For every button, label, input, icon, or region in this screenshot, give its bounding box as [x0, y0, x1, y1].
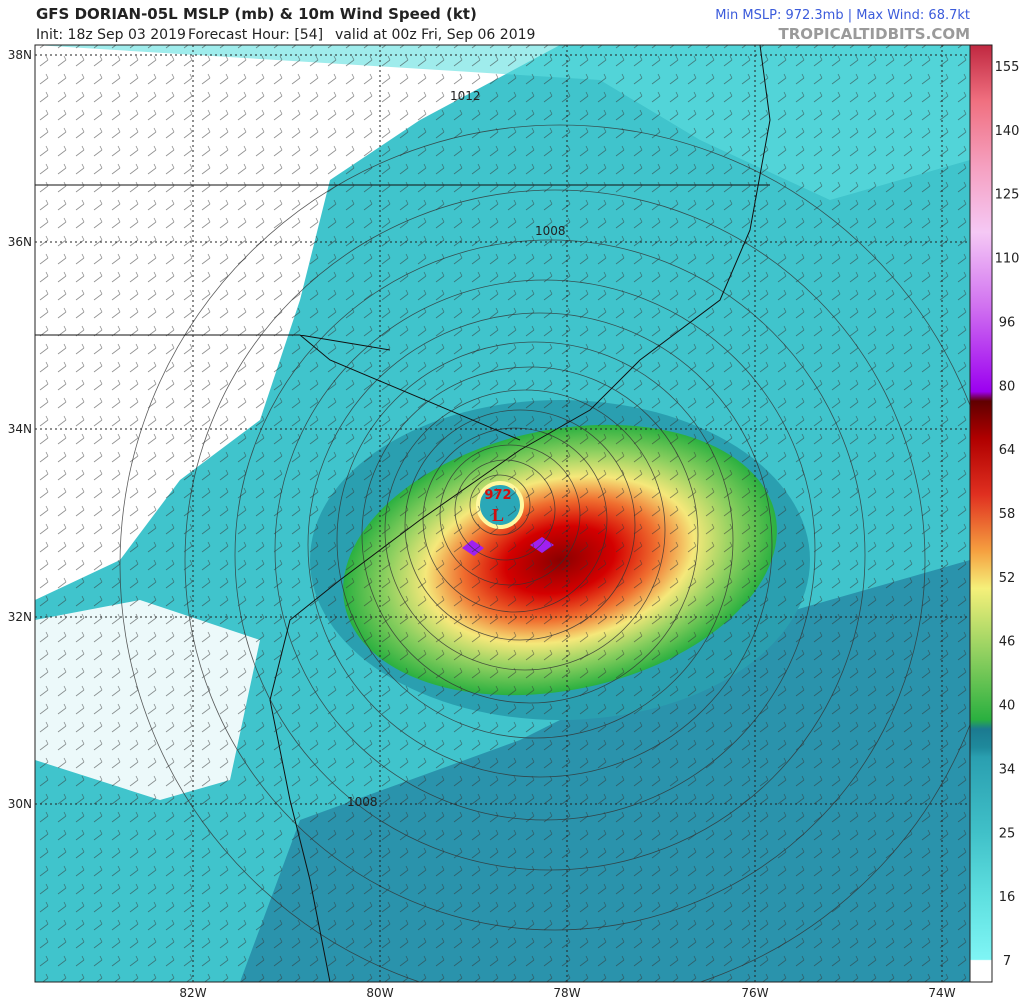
lon-label: 78W — [553, 986, 580, 1000]
lat-label: 34N — [8, 422, 32, 436]
low-pressure-value: 972 — [484, 488, 511, 503]
lon-label: 76W — [741, 986, 768, 1000]
valid-time: valid at 00z Fri, Sep 06 2019 — [335, 27, 535, 43]
colorbar-tick-label: 125 — [995, 188, 1020, 203]
storm-stats: Min MSLP: 972.3mb | Max Wind: 68.7kt — [715, 8, 970, 23]
colorbar-tick-label: 52 — [999, 571, 1016, 586]
colorbar-tick-label: 7 — [1003, 954, 1011, 969]
init-time: Init: 18z Sep 03 2019 — [36, 27, 186, 43]
colorbar-ticks: 155 140 125 110 96 80 64 58 52 46 40 34 25 16 7 — [995, 60, 1020, 969]
colorbar-tick-label: 58 — [999, 507, 1016, 522]
graticule — [35, 45, 970, 982]
colorbar-tick-label: 140 — [995, 124, 1020, 139]
isobar-label: 1008 — [535, 224, 566, 238]
wind-barbs — [35, 45, 970, 982]
lat-label: 32N — [8, 610, 32, 624]
lat-labels: 38N 36N 34N 32N 30N — [8, 48, 32, 811]
colorbar-tick-label: 64 — [999, 443, 1016, 458]
lat-label: 30N — [8, 797, 32, 811]
lon-label: 80W — [366, 986, 393, 1000]
lat-label: 36N — [8, 235, 32, 249]
colorbar-tick-label: 25 — [999, 826, 1016, 841]
map-title: GFS DORIAN-05L MSLP (mb) & 10m Wind Spee… — [36, 5, 477, 23]
low-marker: L — [492, 505, 504, 525]
isobar-label: 1012 — [450, 89, 481, 103]
colorbar-tick-label: 40 — [999, 699, 1016, 714]
isobar-label: 1008 — [347, 795, 378, 809]
lon-labels: 82W 80W 78W 76W 74W — [179, 986, 955, 1000]
forecast-hour: Forecast Hour: [54] — [188, 27, 323, 43]
colorbar-tick-label: 110 — [995, 252, 1020, 267]
colorbar-tick-label: 80 — [999, 379, 1016, 394]
colorbar-tick-label: 96 — [999, 315, 1016, 330]
colorbar-tick-label: 34 — [999, 762, 1016, 777]
map-area: 1012 1008 1008 972 L — [35, 45, 970, 982]
lon-label: 74W — [928, 986, 955, 1000]
lat-label: 38N — [8, 48, 32, 62]
colorbar-tick-label: 16 — [999, 890, 1016, 905]
colorbar — [969, 44, 993, 983]
isobars — [119, 124, 970, 982]
site-credit: TROPICALTIDBITS.COM — [779, 25, 971, 43]
lon-label: 82W — [179, 986, 206, 1000]
colorbar-tick-label: 155 — [995, 60, 1020, 75]
colorbar-tick-label: 46 — [999, 635, 1016, 650]
